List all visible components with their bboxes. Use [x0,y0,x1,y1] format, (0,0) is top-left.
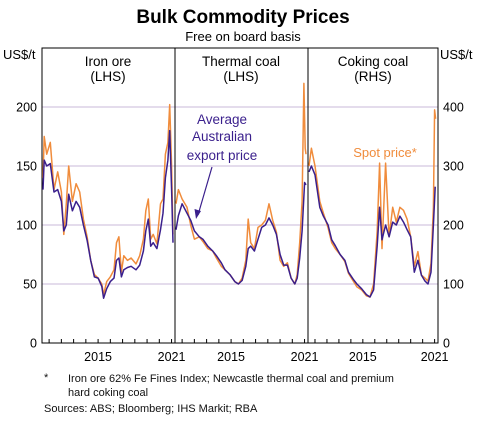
y-tick-label-right: 200 [443,219,464,233]
left-unit-label: US$/t [3,47,36,62]
y-tick-label-left: 0 [30,337,37,351]
x-tick-label: 2021 [158,350,186,364]
chart-subtitle: Free on board basis [185,29,301,44]
x-tick-label: 2021 [421,350,449,364]
left-axis-ticks: 0 50 100 150 200 [16,101,37,351]
panel-title-coking-coal: Coking coal [338,54,409,69]
annotation-average-line1: Average [197,112,247,127]
plot-frame [41,47,439,344]
series-line-average-0 [42,129,174,299]
annotation-spot: Spot price* [353,145,417,160]
y-tick-label-left: 150 [16,160,37,174]
panel-title-iron-ore: Iron ore [85,54,132,69]
series-line-spot-2 [308,109,437,298]
x-tick-label: 2015 [217,350,245,364]
x-axis-ticks: 2015 2021 2015 2021 2015 2021 [48,339,449,364]
series-line-average-2 [308,165,436,298]
series-layer [42,82,437,299]
chart-title: Bulk Commodity Prices [136,7,349,28]
sources-note: Sources: ABS; Bloomberg; IHS Markit; RBA [44,403,258,415]
annotation-average-arrow [197,166,213,216]
y-tick-label-right: 0 [443,337,450,351]
panel-scale-thermal-coal: (LHS) [223,69,258,84]
x-tick-label: 2021 [291,350,319,364]
footnote-marker: * [44,372,49,384]
footnote-text-line1: Iron ore 62% Fe Fines Index; Newcastle t… [68,373,394,385]
right-axis-ticks: 0 100 200 300 400 [443,101,464,351]
right-unit-label: US$/t [440,47,473,62]
panel-scale-coking-coal: (RHS) [354,69,392,84]
annotation-average-line3: export price [187,148,258,163]
footnote-text-line2: hard coking coal [68,387,149,399]
y-tick-label-right: 400 [443,101,464,115]
gridlines [42,106,438,285]
y-tick-label-left: 200 [16,101,37,115]
y-tick-label-left: 100 [16,219,37,233]
panel-title-thermal-coal: Thermal coal [202,54,280,69]
series-line-spot-0 [42,103,174,296]
y-tick-label-right: 100 [443,278,464,292]
x-tick-label: 2015 [349,350,377,364]
y-tick-label-left: 50 [23,278,37,292]
y-tick-label-right: 300 [443,160,464,174]
panel-scale-iron-ore: (LHS) [90,69,125,84]
annotation-average-arrowhead [194,209,201,219]
annotation-average-line2: Australian [192,129,252,144]
series-line-average-1 [175,181,307,285]
x-tick-label: 2015 [84,350,112,364]
